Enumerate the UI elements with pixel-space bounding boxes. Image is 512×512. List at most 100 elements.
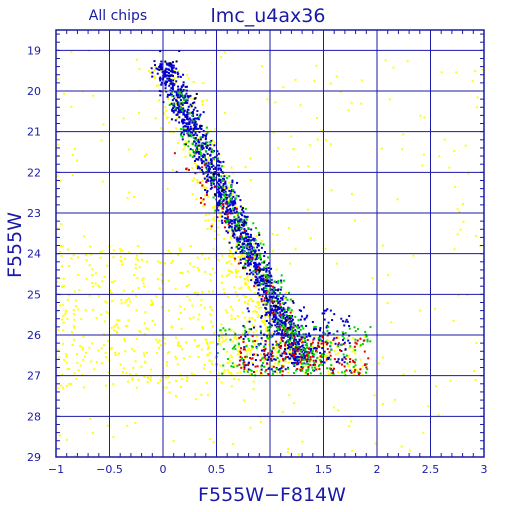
star-point — [203, 186, 206, 189]
star-point — [204, 143, 207, 146]
star-point — [232, 366, 235, 369]
star-point — [129, 300, 132, 303]
star-point — [352, 336, 355, 339]
star-point — [343, 361, 346, 364]
star-point — [205, 160, 208, 163]
star-point — [237, 270, 240, 273]
star-point — [191, 148, 194, 151]
star-point — [216, 342, 219, 345]
star-point — [298, 339, 301, 342]
star-point — [197, 157, 200, 160]
star-point — [212, 206, 215, 209]
star-point — [235, 223, 238, 226]
star-point — [296, 357, 299, 360]
star-point — [187, 105, 190, 108]
star-point — [264, 307, 267, 310]
star-point — [127, 297, 130, 300]
star-point — [131, 377, 134, 380]
star-point — [258, 295, 261, 298]
star-point — [209, 279, 212, 282]
star-point — [182, 81, 185, 84]
star-point — [306, 372, 309, 375]
star-point — [374, 442, 377, 445]
star-point — [220, 332, 223, 335]
star-point — [216, 226, 219, 229]
star-point — [249, 262, 252, 265]
star-point — [264, 314, 267, 317]
star-point — [240, 237, 243, 240]
star-point — [102, 344, 105, 347]
star-point — [270, 357, 273, 360]
star-point — [265, 267, 268, 270]
star-point — [311, 341, 314, 344]
star-point — [280, 324, 283, 327]
x-tick-label: 2.5 — [422, 463, 440, 476]
star-point — [244, 166, 247, 169]
star-point — [249, 349, 252, 352]
star-point — [435, 385, 438, 388]
star-point — [254, 227, 257, 230]
star-point — [247, 286, 250, 289]
star-point — [207, 161, 210, 164]
star-point — [266, 263, 269, 266]
star-point — [194, 97, 197, 100]
star-point — [167, 74, 170, 77]
star-point — [172, 76, 175, 79]
star-point — [262, 280, 265, 283]
star-point — [221, 221, 224, 224]
star-point — [421, 164, 424, 167]
star-point — [61, 386, 64, 389]
star-point — [245, 259, 248, 262]
star-point — [340, 371, 343, 374]
star-point — [247, 299, 250, 302]
star-point — [266, 98, 269, 101]
star-point — [167, 249, 170, 252]
star-point — [264, 358, 267, 361]
star-point — [206, 190, 209, 193]
star-point — [292, 349, 295, 352]
star-point — [136, 277, 139, 280]
star-point — [292, 326, 295, 329]
star-point — [182, 73, 185, 76]
star-point — [252, 388, 255, 391]
star-point — [146, 260, 149, 263]
star-point — [264, 282, 267, 285]
star-point — [212, 168, 215, 171]
star-point — [216, 352, 219, 355]
star-point — [311, 350, 314, 353]
star-point — [252, 242, 255, 245]
star-point — [230, 385, 233, 388]
star-point — [126, 424, 129, 427]
star-point — [350, 369, 353, 372]
star-point — [273, 330, 276, 333]
star-point — [177, 341, 180, 344]
star-point — [318, 346, 321, 349]
star-point — [240, 255, 243, 258]
star-point — [246, 349, 249, 352]
star-point — [159, 379, 162, 382]
star-point — [233, 233, 236, 236]
star-point — [175, 336, 178, 339]
star-point — [278, 319, 281, 322]
star-point — [300, 350, 303, 353]
star-point — [107, 312, 110, 315]
star-point — [134, 263, 137, 266]
star-point — [197, 127, 200, 130]
star-point — [290, 343, 293, 346]
star-point — [192, 129, 195, 132]
star-point — [243, 229, 246, 232]
star-point — [246, 272, 249, 275]
star-point — [254, 278, 257, 281]
star-point — [284, 291, 287, 294]
star-point — [57, 227, 60, 230]
star-point — [366, 340, 369, 343]
star-point — [160, 81, 163, 84]
star-point — [127, 380, 130, 383]
star-point — [125, 298, 128, 301]
star-point — [218, 178, 221, 181]
star-point — [210, 165, 213, 168]
star-point — [200, 158, 203, 161]
star-point — [303, 351, 306, 354]
star-point — [202, 160, 205, 163]
star-point — [200, 146, 203, 149]
